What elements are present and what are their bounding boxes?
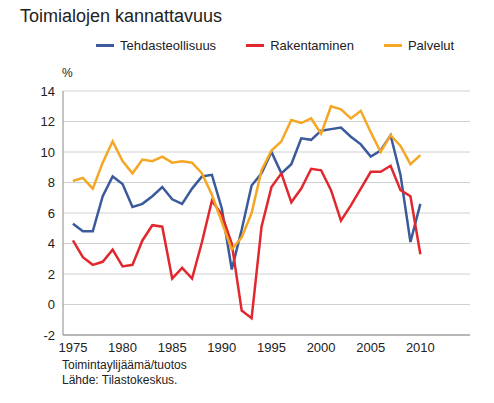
svg-text:2010: 2010 — [406, 340, 435, 355]
svg-text:2: 2 — [48, 267, 55, 282]
html-text:Toimintaylijäämä/tuotos: Toimintaylijäämä/tuotos — [62, 358, 187, 372]
html-text:Lähde: Tilastokeskus.: Lähde: Tilastokeskus. — [62, 373, 178, 387]
svg-text:-2: -2 — [43, 328, 55, 343]
html-text:Tehdasteollisuus: Tehdasteollisuus — [120, 38, 217, 53]
svg-text:0: 0 — [48, 297, 55, 312]
svg-text:1975: 1975 — [58, 340, 87, 355]
html-text:Rakentaminen: Rakentaminen — [270, 38, 354, 53]
html-text:Toimialojen kannattavuus: Toimialojen kannattavuus — [20, 6, 223, 26]
svg-text:8: 8 — [48, 175, 55, 190]
svg-text:1990: 1990 — [207, 340, 236, 355]
svg-text:1985: 1985 — [158, 340, 187, 355]
svg-text:4: 4 — [48, 236, 55, 251]
svg-text:2005: 2005 — [356, 340, 385, 355]
svg-text:1995: 1995 — [257, 340, 286, 355]
svg-text:2000: 2000 — [307, 340, 336, 355]
svg-text:10: 10 — [41, 145, 55, 160]
html-text:Palvelut: Palvelut — [408, 38, 455, 53]
svg-text:1980: 1980 — [108, 340, 137, 355]
svg-text:6: 6 — [48, 206, 55, 221]
svg-text:14: 14 — [41, 84, 55, 99]
svg-text:12: 12 — [41, 114, 55, 129]
